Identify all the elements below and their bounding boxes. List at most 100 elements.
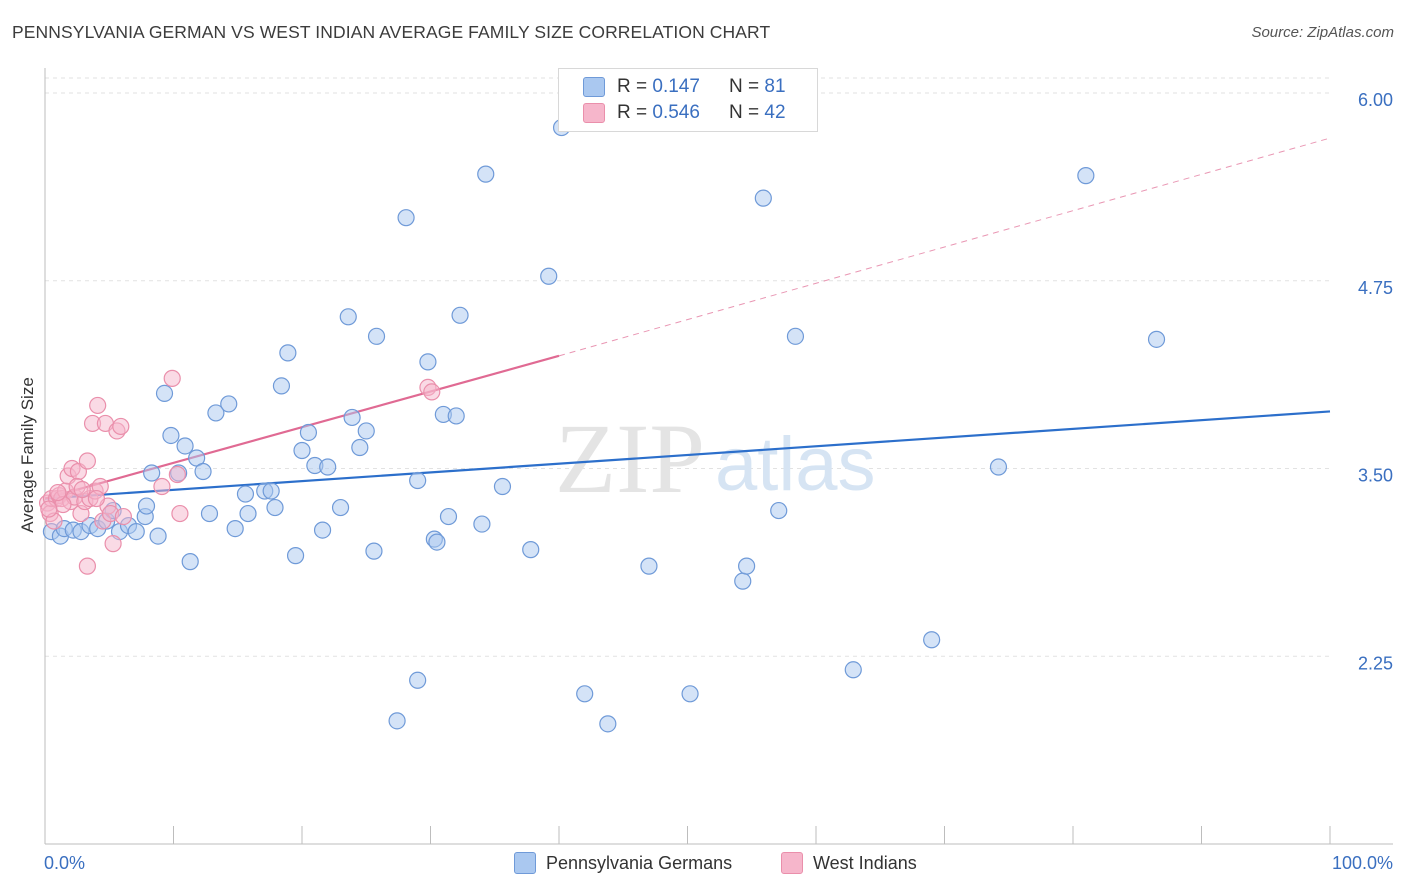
n-label: N = (729, 102, 760, 123)
r-value: 0.147 (652, 76, 700, 97)
west-indians-point (153, 477, 171, 496)
pennsylvania-germans-point (409, 671, 427, 689)
west-indians-point (114, 507, 132, 526)
pennsylvania-germans-point (339, 308, 357, 326)
pennsylvania-germans-point (473, 515, 491, 533)
pennsylvania-germans-point (155, 384, 174, 403)
pennsylvania-germans-point (439, 507, 458, 526)
west-indians-point (423, 383, 441, 401)
pennsylvania-germans-point (365, 542, 383, 560)
pennsylvania-germans-point (239, 504, 257, 523)
pennsylvania-germans-point (640, 557, 658, 575)
west-indians-trendline-extension (558, 137, 1331, 357)
pennsylvania-germans-point (143, 464, 161, 482)
legend-swatch-blue (583, 77, 605, 97)
pennsylvania-germans-point (293, 441, 311, 460)
pennsylvania-germans-point (923, 631, 941, 649)
n-value: 42 (764, 102, 786, 123)
points-layer (38, 118, 1166, 733)
pennsylvania-germans-point (493, 477, 512, 496)
pennsylvania-germans-point (522, 541, 540, 559)
pennsylvania-germans-point (226, 519, 244, 538)
west-indians-point (78, 557, 97, 575)
legend-label: Pennsylvania Germans (546, 852, 733, 873)
west-indians-point (104, 535, 122, 553)
pennsylvania-germans-point (738, 557, 756, 575)
chart-title: PENNSYLVANIA GERMAN VS WEST INDIAN AVERA… (12, 22, 771, 42)
legend-label: West Indians (813, 852, 917, 873)
pennsylvania-germans-point (200, 504, 219, 523)
pennsylvania-germans-point (319, 458, 337, 476)
source-label: Source: ZipAtlas.com (1251, 24, 1394, 41)
pennsylvania-germans-point (343, 408, 361, 427)
pennsylvania-germans-point (176, 437, 194, 455)
pennsylvania-germans-point (127, 522, 145, 541)
legend-swatch-pink (583, 103, 605, 123)
west-indians-point (89, 396, 107, 415)
west-indians-point (78, 452, 97, 470)
pennsylvania-germans-point (272, 377, 291, 395)
y-tick-label: 4.75 (1358, 278, 1393, 298)
pennsylvania-germans-point (266, 498, 284, 517)
pennsylvania-germans-point (428, 533, 446, 551)
pennsylvania-germans-point (1077, 167, 1095, 185)
pennsylvania-germans-point (1147, 330, 1166, 348)
pennsylvania-germans-point (367, 327, 386, 345)
pennsylvania-germans-point (279, 344, 297, 362)
legend-item-west-indians: West Indians (781, 852, 917, 874)
pennsylvania-germans-point (162, 426, 180, 445)
pennsylvania-germans-point (786, 327, 805, 345)
pennsylvania-germans-point (137, 497, 156, 515)
axes-layer: 2.25 3.50 4.75 6.00 0.0% 100.0% (44, 68, 1393, 873)
pennsylvania-germans-point (388, 712, 406, 730)
pennsylvania-germans-point (331, 498, 350, 517)
pennsylvania-germans-point (397, 209, 415, 227)
west-indians-point (49, 483, 67, 502)
pennsylvania-germans-point (419, 353, 437, 371)
pennsylvania-germans-point (357, 422, 375, 440)
pennsylvania-germans-point (844, 661, 862, 679)
pennsylvania-germans-point (989, 458, 1008, 476)
grid-layer (45, 77, 1330, 657)
legend-swatch-blue (514, 852, 536, 874)
y-tick-label: 3.50 (1358, 466, 1393, 486)
watermark-atlas: atlas (715, 422, 876, 507)
pennsylvania-germans-point (447, 407, 465, 425)
pennsylvania-germans-point (194, 462, 212, 481)
pennsylvania-germans-point (754, 189, 772, 207)
r-label: R = (617, 102, 648, 123)
legend-swatch-pink (781, 852, 803, 874)
pennsylvania-germans-point (286, 547, 305, 565)
y-axis-label: Average Family Size (18, 377, 37, 533)
r-label: R = (617, 76, 648, 97)
x-tick-label: 100.0% (1332, 853, 1393, 873)
pennsylvania-germans-point (477, 165, 495, 183)
west-indians-point (163, 369, 181, 387)
pennsylvania-germans-point (576, 685, 594, 703)
r-value: 0.546 (652, 102, 700, 123)
pennsylvania-germans-point (351, 438, 369, 457)
n-value: 81 (764, 76, 786, 97)
pennsylvania-germans-point (540, 267, 558, 285)
pennsylvania-germans-point (734, 572, 752, 590)
pennsylvania-germans-point (181, 553, 199, 571)
pennsylvania-germans-point (236, 485, 255, 503)
pennsylvania-germans-point (451, 306, 469, 324)
pennsylvania-germans-point (681, 685, 699, 703)
west-indians-point (171, 504, 189, 523)
west-indians-point (87, 489, 106, 508)
watermark: ZIP atlas (555, 403, 876, 514)
pennsylvania-germans-point (409, 471, 427, 490)
pennsylvania-germans-point (770, 501, 788, 520)
pennsylvania-germans-point (207, 404, 225, 422)
west-indians-point (73, 480, 91, 499)
correlation-legend: R = 0.147 N = 81 R = 0.546 N = 42 (558, 68, 818, 132)
pennsylvania-germans-point (599, 715, 617, 733)
pennsylvania-germans-trendline (44, 410, 1331, 500)
west-indians-point (112, 417, 130, 436)
x-tick-label: 0.0% (44, 853, 85, 873)
y-tick-label: 6.00 (1358, 90, 1393, 110)
pennsylvania-germans-point (313, 521, 332, 539)
pennsylvania-germans-point (299, 423, 318, 442)
